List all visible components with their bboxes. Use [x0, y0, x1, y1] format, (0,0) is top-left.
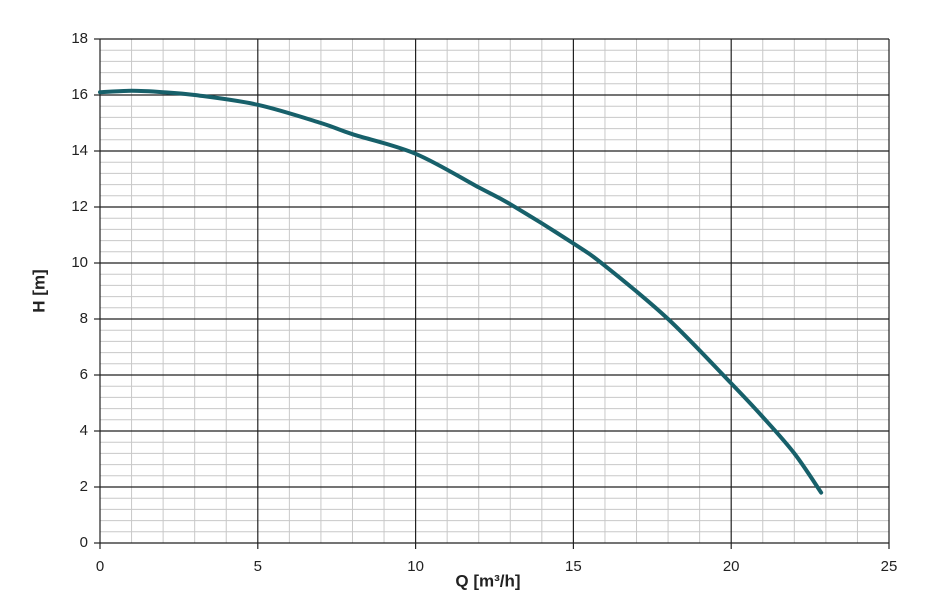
- x-tick-label: 20: [723, 558, 740, 575]
- y-tick-label: 2: [80, 478, 88, 495]
- y-tick-label: 0: [80, 534, 88, 551]
- x-tick-label: 15: [565, 558, 582, 575]
- y-tick-label: 6: [80, 366, 88, 383]
- y-tick-label: 10: [71, 254, 88, 271]
- y-tick-label: 14: [71, 142, 88, 159]
- y-tick-label: 18: [71, 30, 88, 47]
- x-tick-label: 25: [881, 558, 898, 575]
- x-tick-label: 5: [254, 558, 262, 575]
- curve: [98, 88, 824, 495]
- x-axis-title: Q [m³/h]: [455, 571, 520, 590]
- x-tick-label: 0: [96, 558, 104, 575]
- y-tick-label: 16: [71, 86, 88, 103]
- x-tick-label: 10: [407, 558, 424, 575]
- y-tick-label: 4: [80, 422, 88, 439]
- y-tick-label: 12: [71, 198, 88, 215]
- y-axis-title: H [m]: [29, 269, 48, 312]
- y-tick-label: 8: [80, 310, 88, 327]
